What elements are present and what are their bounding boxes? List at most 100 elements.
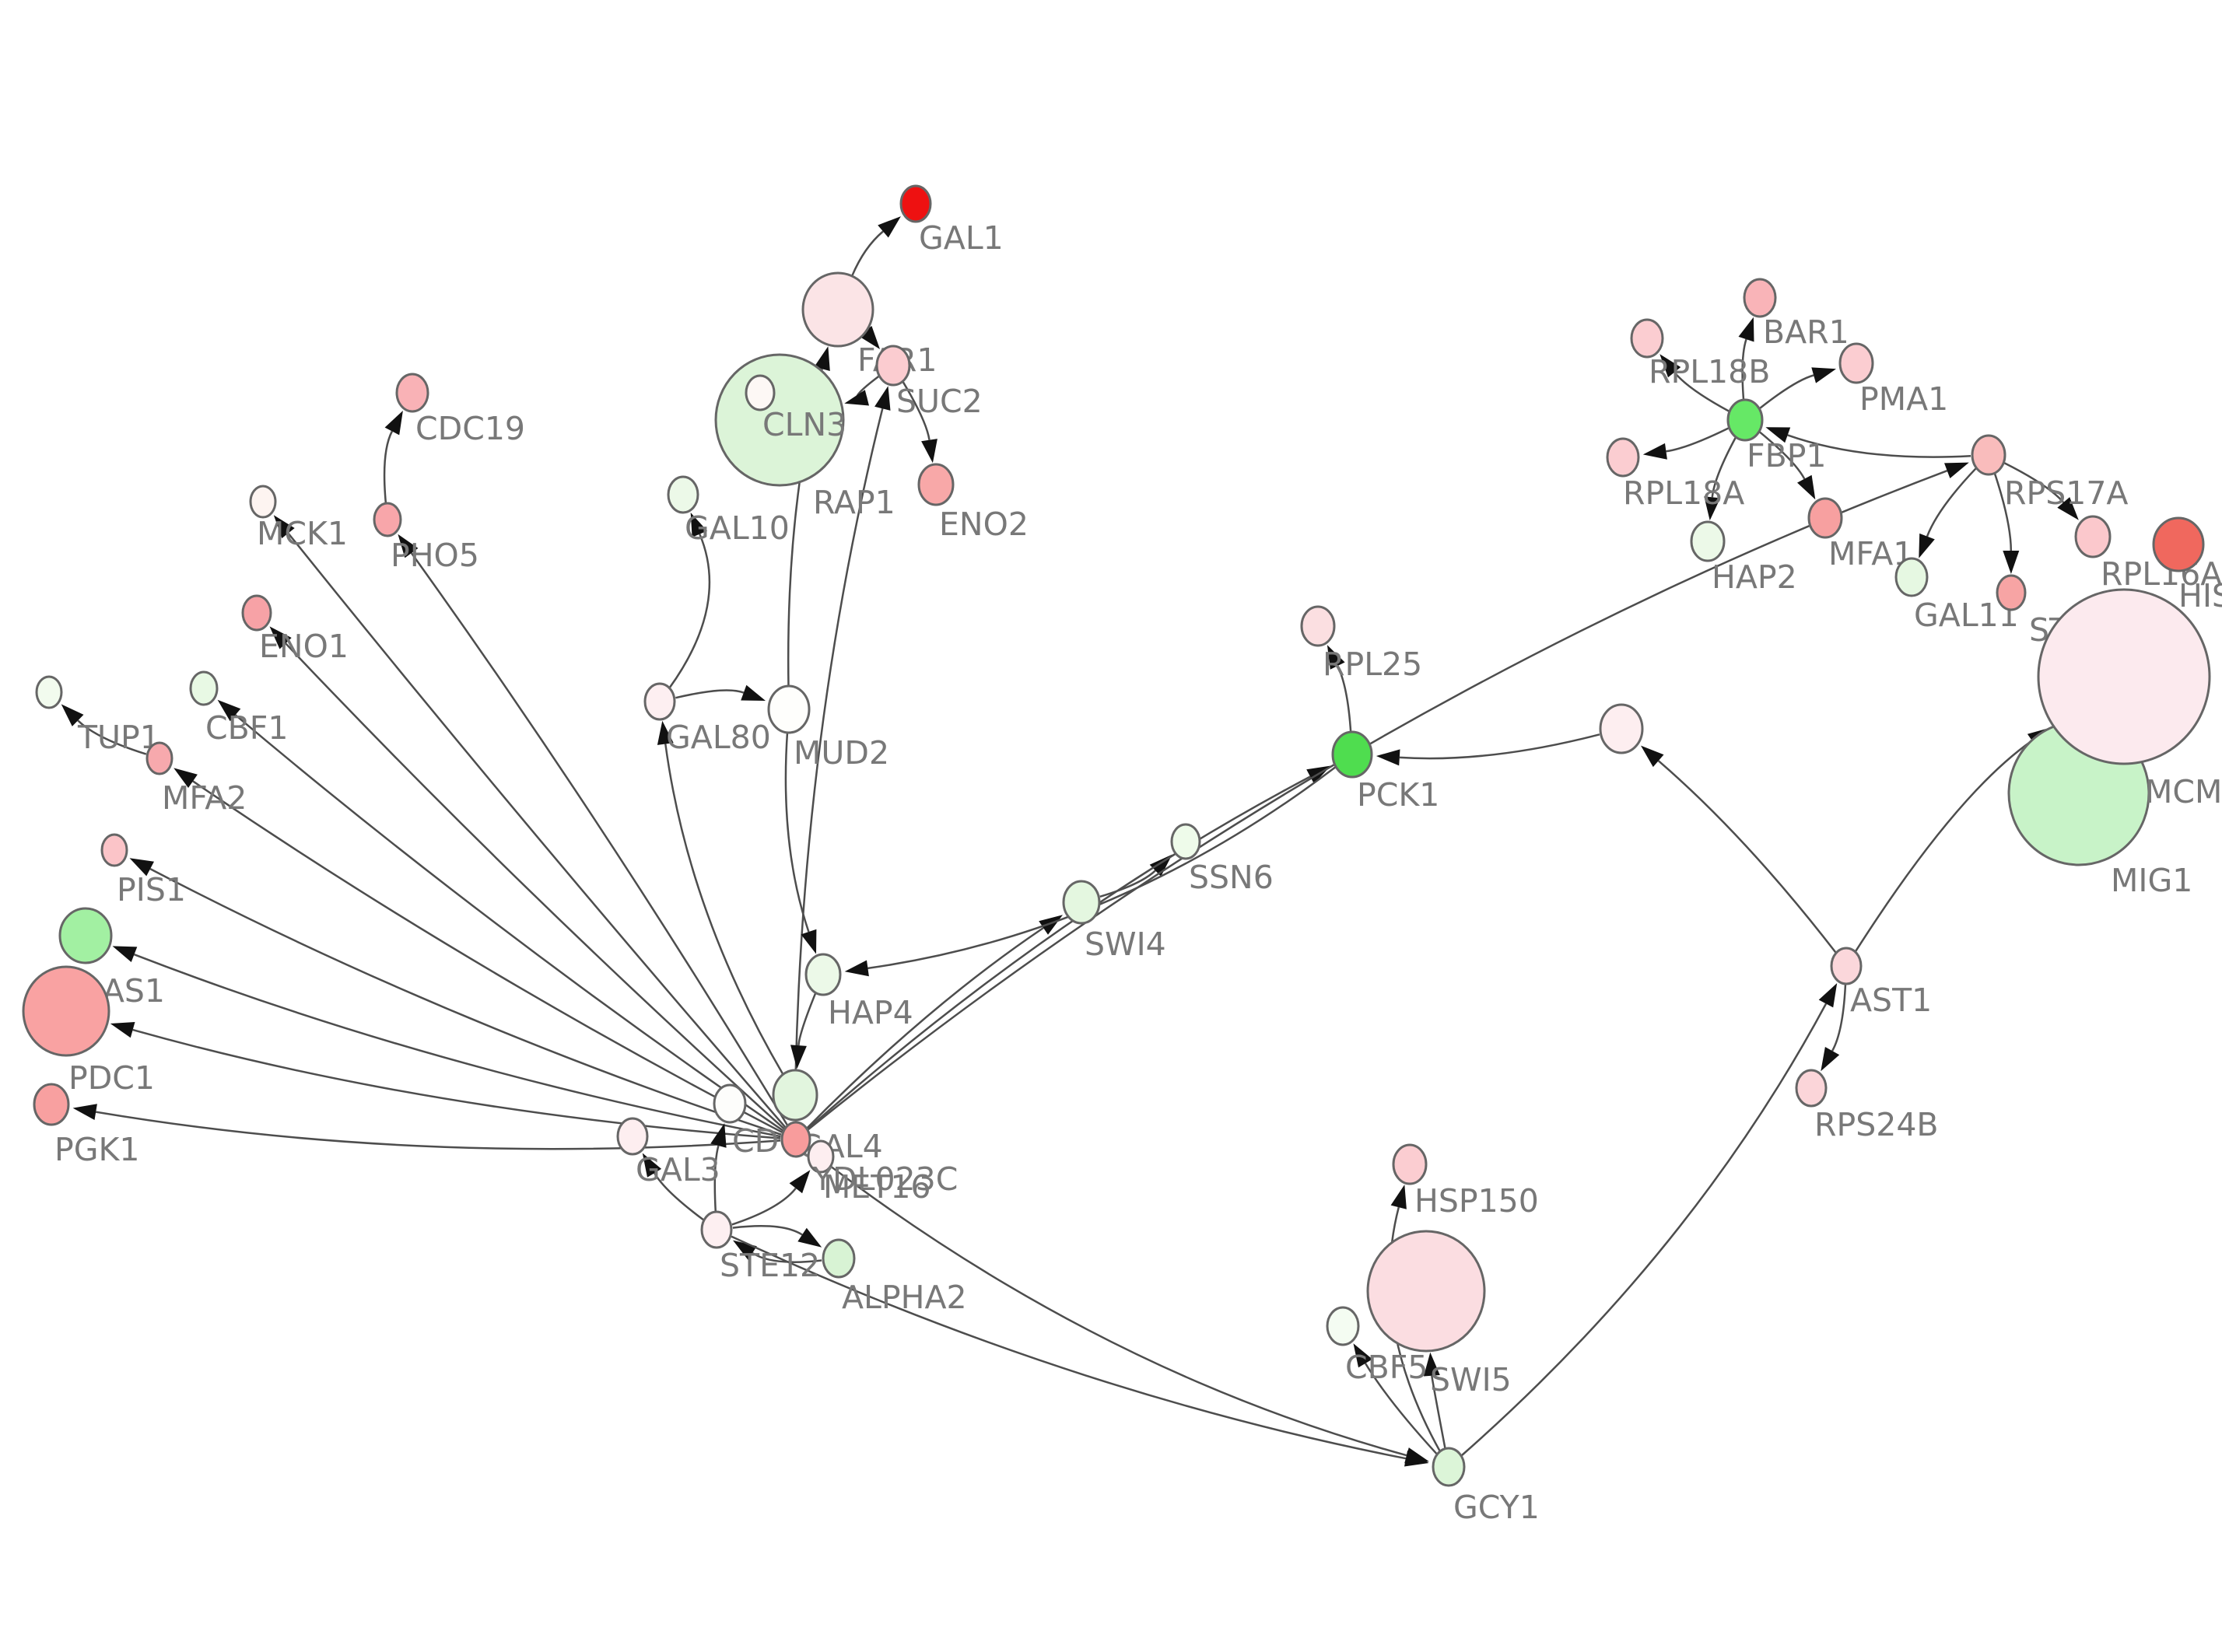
edge-YDL023C-CBF1[interactable] (234, 714, 784, 1132)
node-shape-RPL16A[interactable] (2074, 515, 2112, 558)
edge-AST1-MCM1[interactable] (1854, 740, 2033, 953)
node-shape-SWI5[interactable] (1366, 1230, 1486, 1353)
node-shape-GAL11[interactable] (1894, 557, 1929, 597)
edge-PHO5-CDC19[interactable] (383, 430, 394, 506)
node-shape-FAR1[interactable] (801, 271, 874, 348)
node-shape-PDC1[interactable] (22, 965, 110, 1057)
edge-YDL023C-SWI4[interactable] (806, 926, 1044, 1129)
node-shape-PGK1[interactable] (33, 1083, 70, 1126)
node-shape-ALPHA2[interactable] (822, 1238, 856, 1279)
node-shape-MFA2[interactable] (145, 741, 173, 775)
edge-FBP1-RPL18A[interactable] (1666, 427, 1729, 453)
edge-GAL80-GAL10[interactable] (668, 534, 711, 689)
node-shape-SWI4[interactable] (1062, 880, 1101, 925)
edge-RPS17A-STE2[interactable] (1993, 471, 2013, 551)
edge-YDL023C-PIS1[interactable] (149, 867, 782, 1136)
node-shape-PHO5[interactable] (373, 502, 402, 537)
node-shape-AST1[interactable] (1830, 947, 1863, 985)
edge-GCY1-AST1[interactable] (1460, 1003, 1828, 1457)
edge-YDL023C-RAS1[interactable] (134, 954, 781, 1138)
edge-PCK1-HAP4[interactable] (867, 766, 1337, 970)
node-shape-HSP150[interactable] (1392, 1143, 1428, 1185)
node-shape-SSN6[interactable] (1170, 823, 1201, 860)
edge-STE12-ALPHA2[interactable] (732, 1225, 803, 1236)
edge-YDL023C-PCK1[interactable] (807, 775, 1311, 1130)
node-shape-MCM1[interactable] (2037, 588, 2211, 765)
node-shape-RPL25[interactable] (1300, 605, 1336, 647)
edge-STE12-GCY1[interactable] (731, 1235, 1407, 1460)
edge-ALPHA2-STE12[interactable] (752, 1251, 822, 1263)
node-shape-MFA1[interactable] (1807, 497, 1843, 539)
edge-PCK1-RPL25[interactable] (1337, 665, 1352, 734)
node-shape-CBF5[interactable] (1326, 1306, 1360, 1346)
edge-SUC2-ENO2[interactable] (901, 380, 931, 440)
node-shape-MET16[interactable] (807, 1139, 835, 1174)
edge-FBP1-MFA1[interactable] (1758, 431, 1806, 480)
edge-GAL80-MUD2[interactable] (675, 689, 745, 699)
node-shape-ENO1[interactable] (241, 594, 272, 632)
edge-YDL023C-MFA2[interactable] (192, 780, 783, 1133)
edge-GAL4-SUC2[interactable] (794, 408, 884, 1073)
node-shape-PIS1[interactable] (100, 833, 128, 867)
node-shape-CDC19[interactable] (395, 373, 429, 413)
edge-FBP1-BAR1[interactable] (1741, 338, 1747, 402)
node-shape-GCY1[interactable] (1432, 1447, 1466, 1487)
edge-MUD2-HAP4[interactable] (784, 730, 810, 933)
edge-YDL023C-PHO5[interactable] (410, 552, 789, 1127)
node-shape-SUC2[interactable] (875, 345, 911, 387)
edge-YDL023C-PDC1[interactable] (132, 1028, 781, 1139)
edge-RPS17A-FBP1[interactable] (1787, 434, 1971, 458)
node-shape-RPS24B[interactable] (1795, 1069, 1828, 1108)
edge-FBP1-HAP2[interactable] (1711, 436, 1737, 498)
node-shape-STE2[interactable] (1996, 574, 2027, 611)
node-shape-MCK1[interactable] (249, 485, 277, 519)
node-shape-CDC[interactable] (713, 1083, 747, 1124)
node-shape-HAP2[interactable] (1690, 520, 1726, 562)
node-shape-RPL18B[interactable] (1630, 318, 1664, 359)
edge-GCY1-CBF5[interactable] (1364, 1363, 1439, 1455)
edge-FAR1-GAL1[interactable] (851, 230, 884, 277)
node-shape-RPL18A[interactable] (1606, 437, 1640, 478)
edge-AST1-RPS24B[interactable] (1831, 982, 1847, 1052)
edge-YDL023C-GCY1[interactable] (808, 1148, 1407, 1457)
node-shape-GAL80[interactable] (643, 682, 676, 721)
edge-YDL023C-ENO1[interactable] (285, 642, 785, 1130)
edge-PINK1-PCK1[interactable] (1399, 733, 1600, 760)
node-shape-ENO2[interactable] (917, 463, 955, 506)
node-shape-GAL1[interactable] (899, 184, 932, 223)
edge-GCY1-SWI5[interactable] (1431, 1375, 1447, 1451)
node-shape-FBP1[interactable] (1726, 398, 1764, 442)
node-shape-GAL10[interactable] (667, 475, 699, 514)
edge-FBP1-PMA1[interactable] (1759, 374, 1814, 410)
node-shape-HIS4[interactable] (2152, 516, 2205, 572)
node-shape-CBF1[interactable] (189, 670, 219, 706)
edge-YDL023C-MCK1[interactable] (287, 532, 787, 1129)
edge-FBP1-RPL18B[interactable] (1674, 371, 1730, 412)
edge-SWI4-SSN6[interactable] (1099, 870, 1156, 898)
node-shape-BAR1[interactable] (1743, 278, 1777, 318)
edge-STE12-GAL3[interactable] (654, 1172, 704, 1221)
edge-STE12-MET16[interactable] (731, 1188, 797, 1226)
edge-GAL4-GAL80[interactable] (664, 744, 784, 1076)
node-shape-YDL023C[interactable] (780, 1121, 811, 1158)
node-shape-PMA1[interactable] (1838, 342, 1874, 384)
node-shape-GAL4[interactable] (772, 1069, 818, 1122)
node-shape-TUP1[interactable] (35, 675, 63, 709)
node-shape-HAP4[interactable] (804, 953, 842, 996)
edge-RPS17A-RPL16A[interactable] (2003, 462, 2065, 503)
node-shape-RAS1[interactable] (58, 907, 113, 964)
node-shape-PCK1[interactable] (1331, 730, 1373, 779)
node-shape-GAL3[interactable] (616, 1117, 649, 1156)
node-shape-CLN3[interactable] (745, 374, 776, 411)
node-shape-PINK1[interactable] (1599, 703, 1644, 754)
edge-YDL023C-PGK1[interactable] (95, 1111, 781, 1150)
edge-STE12-CDC[interactable] (713, 1145, 720, 1214)
edge-AST1-PINK1[interactable] (1657, 760, 1838, 954)
node-shape-MUD2[interactable] (767, 684, 811, 734)
edge-MFA2-TUP1[interactable] (77, 719, 147, 755)
edge-HAP4-GAL4[interactable] (797, 991, 818, 1046)
edge-RPS17A-GAL11[interactable] (1926, 467, 1978, 537)
node-shape-RPS17A[interactable] (1971, 434, 2006, 476)
node-shape-STE12[interactable] (700, 1210, 733, 1249)
